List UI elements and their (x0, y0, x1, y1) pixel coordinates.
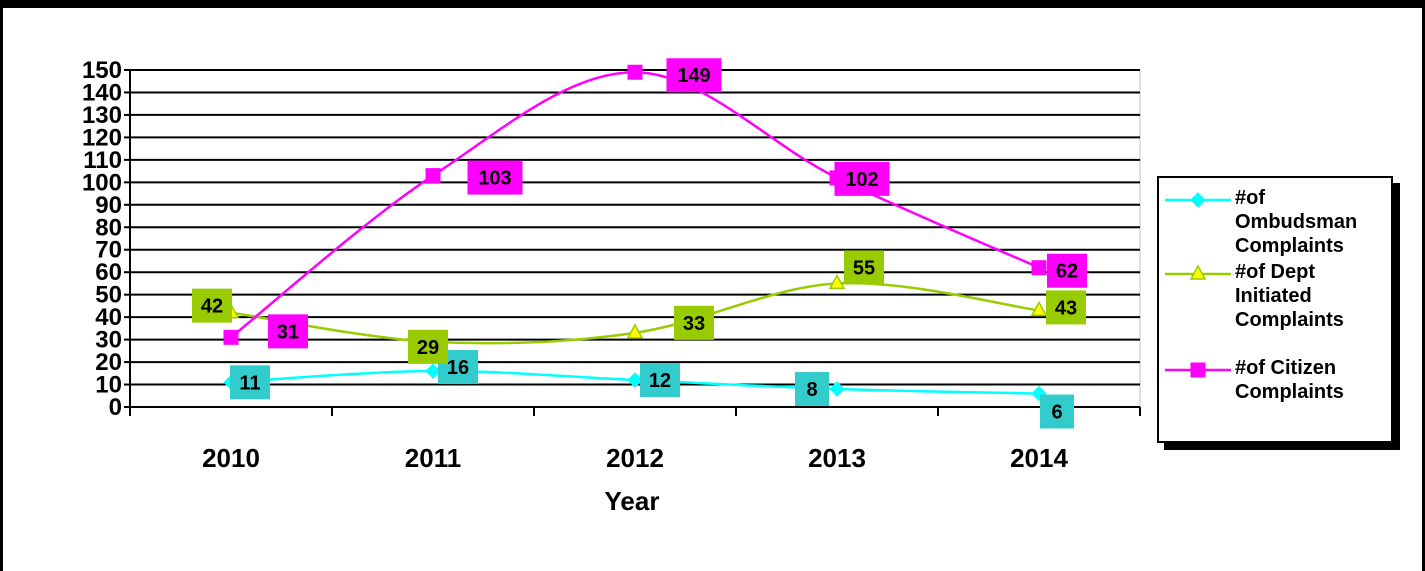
y-tick-label: 10 (95, 372, 122, 399)
data-label: 12 (649, 370, 671, 392)
data-labels: 11 16 12 8 6 42 29 33 55 43 31 103 149 102 62 (192, 58, 1087, 429)
data-label: 42 (201, 296, 223, 318)
x-tick-label: 2014 (1010, 443, 1068, 473)
data-label: 29 (417, 337, 439, 359)
legend-marker (1189, 264, 1207, 280)
data-label: 102 (845, 169, 878, 191)
data-label: 8 (806, 379, 817, 401)
data-label: 11 (239, 372, 260, 394)
legend: #of Ombudsman Complaints #of Dept Initiat… (1157, 176, 1393, 443)
marker-of-dept-initiated-complaints (1030, 300, 1048, 317)
data-label-box (230, 365, 270, 400)
legend-marker (1190, 362, 1206, 378)
x-axis-label: Year (605, 486, 660, 516)
marker-of-citizen-complaints (1031, 260, 1047, 276)
data-label-box (1047, 253, 1087, 288)
marker-of-citizen-complaints (425, 168, 441, 184)
y-tick-label: 140 (82, 79, 122, 106)
y-tick-label: 50 (95, 282, 122, 309)
y-tick-label: 30 (95, 327, 122, 354)
legend-marker (1190, 192, 1206, 208)
marker-of-ombudsman-complaints (829, 381, 845, 397)
data-label-box (795, 372, 829, 407)
legend-item: #of Citizen Complaints (1159, 356, 1389, 436)
marker-of-citizen-complaints (627, 64, 643, 80)
data-label-box (666, 58, 722, 93)
data-label-box (268, 314, 308, 349)
marker-of-citizen-complaints (223, 329, 239, 345)
y-tick-label: 90 (95, 192, 122, 219)
legend-label: #of Ombudsman Complaints (1235, 187, 1358, 257)
data-label: 31 (277, 321, 299, 343)
legend-label: #of Citizen Complaints (1235, 357, 1344, 403)
y-tick-label: 60 (95, 259, 122, 286)
legend-label: #of Dept Initiated Complaints (1235, 261, 1344, 331)
plot-background (129, 69, 1141, 408)
plot-area (129, 69, 1141, 408)
data-label-box (467, 160, 523, 195)
data-label: 55 (853, 257, 875, 279)
data-label: 6 (1051, 402, 1062, 424)
marker-of-ombudsman-complaints (425, 363, 441, 379)
data-label-box (1040, 394, 1074, 429)
data-label: 149 (677, 65, 710, 87)
x-tick-label: 2013 (808, 443, 866, 473)
y-tick-label: 80 (95, 214, 122, 241)
legend-item: #of Ombudsman Complaints (1159, 186, 1389, 266)
x-tick-label: 2012 (606, 443, 664, 473)
marker-of-dept-initiated-complaints (626, 323, 644, 339)
marker-of-dept-initiated-complaints (828, 273, 846, 290)
data-label-box (640, 363, 680, 398)
x-tick-label: 2010 (202, 443, 260, 473)
x-tick-labels: 2010 2011 2012 2013 2014 (202, 443, 1068, 473)
data-label-box (834, 161, 890, 196)
legend-swatch (1165, 362, 1231, 378)
y-tick-label: 40 (95, 304, 122, 331)
x-tick-label: 2011 (405, 443, 461, 473)
data-label-box (674, 305, 714, 340)
data-label: 103 (478, 168, 511, 190)
y-tick-label: 20 (95, 349, 122, 376)
data-label-box (408, 329, 448, 364)
data-label: 62 (1056, 261, 1078, 283)
y-tick-label: 0 (109, 394, 122, 421)
data-label: 16 (447, 357, 469, 379)
data-label: 33 (683, 313, 705, 335)
y-tick-label: 70 (95, 237, 122, 264)
marker-of-ombudsman-complaints (627, 372, 643, 388)
y-tick-label: 110 (83, 147, 122, 174)
axes (129, 70, 1141, 416)
data-label-box (1046, 290, 1086, 325)
data-label-box (192, 288, 232, 323)
y-tick-label: 100 (82, 169, 122, 196)
legend-swatch (1165, 192, 1231, 208)
legend-swatch (1165, 264, 1231, 280)
y-tick-label: 150 (82, 57, 122, 84)
data-label-box (844, 250, 884, 285)
data-label: 43 (1055, 297, 1077, 319)
y-tick-label: 130 (82, 102, 122, 129)
y-tick-label: 120 (82, 124, 122, 151)
legend-item: #of Dept Initiated Complaints (1159, 260, 1389, 340)
